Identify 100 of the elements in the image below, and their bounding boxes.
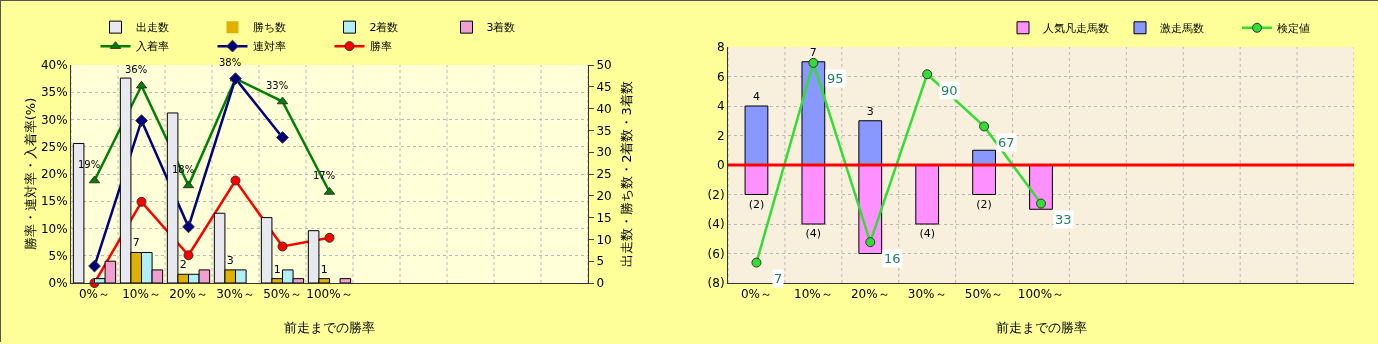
data-label: 67 — [998, 135, 1015, 150]
data-label: 3 — [866, 104, 874, 118]
data-label: 36% — [125, 64, 148, 75]
bar — [801, 61, 826, 166]
legend-label: 勝率 — [369, 40, 392, 54]
y-axis-title: 勝率・連対率・入着率(%) — [23, 97, 38, 251]
point — [230, 175, 241, 186]
y-tick-label: (4) — [707, 217, 725, 232]
y-tick-label: 15% — [40, 194, 68, 209]
point — [136, 196, 147, 207]
x-tick-label: 10%～ — [122, 287, 161, 302]
y2-tick-label: 45 — [596, 80, 612, 94]
bar — [858, 120, 883, 166]
x-tick-label: 100%～ — [1017, 287, 1065, 302]
y-tick-label: (2) — [707, 187, 725, 202]
point — [135, 114, 148, 127]
y2-tick-label: 25 — [596, 167, 612, 182]
x-tick-label: 20%～ — [850, 287, 890, 302]
y-tick-label: 40% — [40, 58, 68, 73]
y2-tick-label: 0 — [596, 276, 605, 291]
legend-label: 勝ち数 — [252, 21, 286, 35]
bar — [972, 149, 996, 166]
x-tick-label: 30%～ — [907, 287, 947, 302]
y-tick-label: 35% — [40, 85, 68, 100]
x-tick-label: 20%～ — [169, 287, 208, 302]
data-label: 90 — [941, 83, 958, 98]
point — [751, 257, 762, 268]
y-tick-label: 25% — [40, 139, 68, 154]
data-label: (2) — [976, 197, 992, 211]
data-label: (4) — [919, 227, 935, 240]
y2-tick-label: 35 — [596, 123, 612, 138]
data-label: 7 — [132, 236, 140, 250]
y2-tick-label: 20 — [596, 189, 612, 203]
y-tick-label: 0 — [716, 158, 725, 173]
point — [1036, 198, 1046, 209]
legend-label: 激走馬数 — [1160, 22, 1204, 36]
data-label: 7 — [774, 271, 783, 286]
data-label: (2) — [748, 197, 765, 211]
legend-label: 2着数 — [369, 21, 399, 35]
y2-axis-title: 出走数・勝ち数・2着数・3着数 — [618, 81, 634, 267]
legend-label: 人気凡走馬数 — [1043, 22, 1109, 36]
legend-label: 出走数 — [135, 21, 169, 35]
y-tick-label: 0% — [48, 276, 68, 291]
bar — [972, 164, 996, 195]
data-label: 1 — [320, 262, 328, 276]
data-label: 1 — [273, 262, 281, 276]
bar — [339, 278, 352, 283]
data-label: 95 — [827, 71, 844, 86]
data-label: 16 — [884, 251, 901, 266]
y2-tick-label: 40 — [596, 101, 612, 116]
x-tick-label: 50%～ — [263, 287, 302, 302]
data-label: 7 — [809, 45, 817, 59]
legend-label: 入着率 — [135, 40, 169, 54]
y-tick-label: 5% — [48, 248, 68, 263]
y-tick-label: 8 — [716, 40, 725, 55]
legend-label: 連対率 — [252, 40, 286, 54]
data-label: 38% — [219, 57, 242, 68]
y-tick-label: (8) — [707, 276, 725, 291]
data-label: 2 — [179, 258, 187, 272]
y2-tick-label: 5 — [596, 254, 605, 269]
x-tick-label: 10%～ — [794, 287, 833, 302]
x-axis-title: 前走までの勝率 — [284, 320, 375, 335]
legend-label: 検定値 — [1277, 22, 1310, 36]
point — [324, 232, 335, 243]
x-tick-label: 100%～ — [306, 287, 353, 302]
y-tick-label: 2 — [716, 128, 725, 143]
y2-tick-label: 30 — [596, 145, 612, 160]
y2-tick-label: 10 — [596, 232, 612, 247]
x-axis-title: 前走までの勝率 — [995, 320, 1087, 335]
point — [979, 121, 990, 132]
y2-tick-label: 15 — [596, 210, 612, 225]
legend-label: 3着数 — [486, 21, 516, 35]
point — [182, 220, 195, 234]
data-label: 33% — [266, 80, 289, 91]
y-tick-label: (6) — [707, 246, 725, 261]
bar — [801, 164, 826, 225]
point — [922, 69, 933, 80]
x-tick-label: 0%～ — [78, 287, 111, 302]
y-tick-label: 4 — [716, 99, 725, 114]
y-tick-label: 30% — [40, 112, 68, 127]
data-label: 3 — [226, 253, 234, 267]
y-tick-label: 10% — [40, 221, 68, 236]
data-label: 33 — [1055, 212, 1072, 227]
y-tick-label: 6 — [716, 69, 725, 84]
x-tick-label: 30%～ — [216, 287, 255, 302]
point — [183, 250, 194, 261]
bar — [744, 105, 769, 166]
point — [88, 259, 101, 273]
y2-tick-label: 50 — [596, 58, 612, 73]
data-label: 4 — [752, 90, 760, 103]
point — [808, 57, 819, 68]
bar — [915, 164, 940, 225]
point — [865, 237, 876, 248]
x-tick-label: 50%～ — [964, 287, 1004, 302]
point — [277, 241, 288, 252]
point — [276, 131, 289, 144]
y-tick-label: 20% — [40, 167, 68, 182]
data-label: (4) — [805, 227, 822, 240]
bar — [744, 164, 769, 195]
x-tick-label: 0%～ — [740, 287, 772, 302]
